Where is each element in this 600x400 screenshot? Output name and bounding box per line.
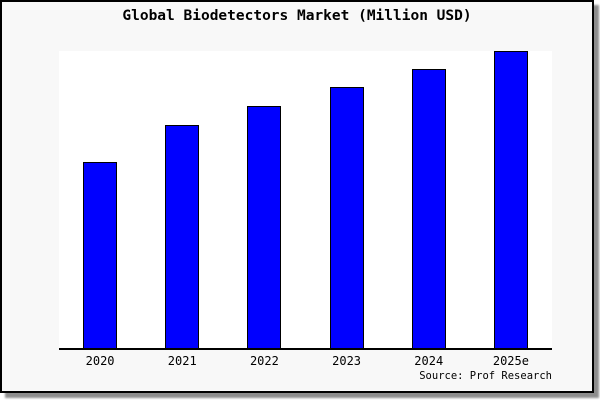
- bar-2021: [165, 124, 200, 348]
- x-tick-label-2022: 2022: [249, 354, 279, 368]
- x-tick-label-2025e: 2025e: [492, 354, 529, 368]
- bar-2024: [411, 68, 446, 348]
- bar-2020: [83, 162, 118, 348]
- x-tick-label-2023: 2023: [332, 354, 362, 368]
- x-tick-label-2024: 2024: [414, 354, 444, 368]
- source-credit: Source: Prof Research: [419, 370, 552, 382]
- chart-title: Global Biodetectors Market (Million USD): [122, 8, 472, 24]
- bar-2025e: [493, 51, 528, 348]
- plot-area: [59, 51, 552, 350]
- x-tick-label-2020: 2020: [85, 354, 115, 368]
- chart-figure: Global Biodetectors Market (Million USD)…: [0, 0, 594, 393]
- x-tick-label-2021: 2021: [167, 354, 197, 368]
- bar-2022: [247, 105, 282, 348]
- x-axis-labels: 2020 2021 2022 2023 2024 2025e: [59, 354, 552, 370]
- bar-2023: [329, 87, 364, 348]
